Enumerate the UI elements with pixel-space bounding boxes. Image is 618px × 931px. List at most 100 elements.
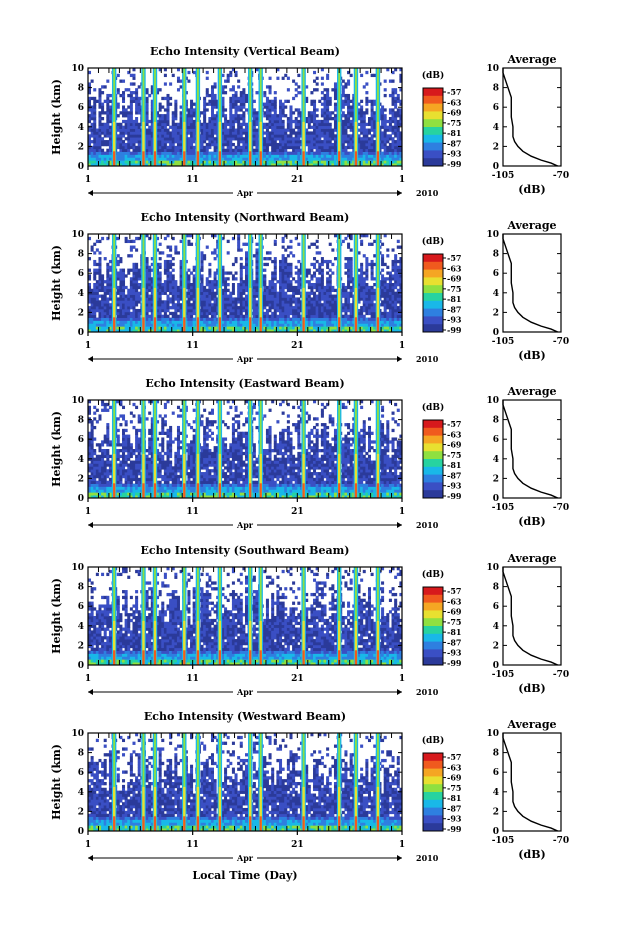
colorbar-swatch [423, 111, 443, 120]
rain-spike [182, 733, 187, 831]
average-y-tick-label: 10 [486, 396, 499, 406]
colorbar-swatch [423, 657, 443, 666]
average-title: Average [506, 385, 556, 398]
y-tick-label: 10 [71, 729, 84, 739]
rain-spike [375, 234, 381, 332]
rain-spike [195, 733, 201, 831]
x-tick-label: 11 [186, 341, 199, 351]
average-x-tick-label: -105 [492, 171, 515, 181]
colorbar-swatch [423, 760, 443, 770]
colorbar-swatch [423, 776, 443, 785]
rain-spike [217, 400, 223, 498]
month-label: Apr [236, 188, 254, 198]
colorbar-swatch [423, 300, 443, 310]
colorbar-tick-label: -63 [447, 97, 462, 107]
x-tick-label: 11 [186, 674, 199, 684]
average-x-tick-label: -70 [553, 670, 569, 680]
colorbar-tick-label: -93 [447, 481, 462, 491]
colorbar-tick-label: -63 [447, 429, 462, 439]
average-y-tick-label: 10 [486, 563, 499, 573]
y-tick-label: 0 [78, 661, 84, 671]
colorbar-swatch [423, 134, 443, 144]
heatmap-field [88, 68, 402, 166]
y-tick-label: 6 [78, 269, 84, 279]
y-axis-label: Height (km) [50, 411, 63, 487]
y-tick-label: 4 [78, 788, 84, 798]
y-tick-label: 4 [78, 123, 84, 133]
panel-5: Echo Intensity (Westward Beam)0246810Hei… [50, 710, 569, 864]
year-label: 2010 [416, 853, 439, 863]
average-x-axis-label: (dB) [518, 183, 545, 196]
average-x-tick-label: -70 [553, 503, 569, 513]
colorbar-tick-label: -57 [447, 87, 461, 97]
colorbar-swatch [423, 316, 443, 325]
average-y-tick-label: 8 [493, 749, 499, 759]
colorbar-tick-label: -63 [447, 596, 462, 606]
colorbar-swatch [423, 587, 443, 596]
colorbar-swatch [423, 626, 443, 635]
colorbar-tick-label: -75 [447, 450, 461, 460]
colorbar-tick-label: -69 [447, 274, 462, 284]
x-tick-label: 1 [85, 840, 91, 850]
rain-spike [248, 234, 253, 332]
colorbar-tick-label: -81 [447, 128, 461, 138]
colorbar-unit: (dB) [422, 569, 444, 580]
x-tick-label: 1 [399, 507, 405, 517]
average-profile-line [502, 733, 558, 832]
colorbar-swatch [423, 807, 443, 816]
rain-spike [195, 400, 201, 498]
x-tick-label: 1 [85, 175, 91, 185]
year-label: 2010 [416, 687, 439, 697]
panel-title: Echo Intensity (Westward Beam) [144, 710, 346, 723]
average-x-tick-label: -105 [492, 670, 515, 680]
average-x-axis-label: (dB) [518, 349, 545, 362]
y-tick-label: 8 [78, 84, 84, 94]
month-arrow-left [88, 522, 93, 528]
y-tick-label: 6 [78, 435, 84, 445]
average-y-tick-label: 2 [493, 142, 499, 152]
colorbar-frame [422, 752, 444, 832]
panel-title: Echo Intensity (Northward Beam) [141, 211, 350, 224]
colorbar-swatch [423, 633, 443, 643]
colorbar-unit: (dB) [422, 236, 444, 247]
rain-spike [353, 567, 359, 665]
average-frame [502, 67, 562, 167]
average-y-tick-label: 4 [493, 622, 499, 632]
colorbar-tick-label: -69 [447, 440, 462, 450]
average-frame [502, 732, 562, 832]
colorbar-tick-label: -57 [447, 752, 461, 762]
colorbar-swatch [423, 799, 443, 809]
average-y-tick-label: 6 [493, 768, 499, 778]
rain-spike [258, 567, 263, 665]
average-frame [502, 233, 562, 333]
average-y-tick-label: 10 [486, 64, 499, 74]
rain-spike [182, 68, 187, 166]
rain-spike [337, 234, 342, 332]
y-tick-label: 10 [71, 230, 84, 240]
colorbar-swatch [423, 768, 443, 777]
colorbar-frame [422, 419, 444, 499]
average-y-tick-label: 4 [493, 455, 499, 465]
colorbar-swatch [423, 285, 443, 294]
rain-spike [141, 234, 146, 332]
average-y-tick-label: 6 [493, 269, 499, 279]
colorbar-tick-label: -87 [447, 637, 461, 647]
average-title: Average [506, 53, 556, 66]
month-arrow-right [397, 522, 402, 528]
rain-spike [182, 400, 187, 498]
colorbar-swatch [423, 451, 443, 460]
colorbar-swatch [423, 792, 443, 801]
x-tick-label: 21 [291, 507, 304, 517]
average-y-tick-label: 2 [493, 474, 499, 484]
rain-spike [152, 733, 158, 831]
x-tick-label: 1 [85, 507, 91, 517]
rain-spike [217, 68, 223, 166]
colorbar-tick-label: -87 [447, 470, 461, 480]
colorbar-tick-label: -75 [447, 118, 461, 128]
x-tick-label: 1 [399, 674, 405, 684]
year-label: 2010 [416, 188, 439, 198]
x-tick-label: 1 [85, 674, 91, 684]
average-y-tick-label: 2 [493, 807, 499, 817]
colorbar-swatch [423, 254, 443, 263]
average-profile-line [502, 234, 558, 333]
